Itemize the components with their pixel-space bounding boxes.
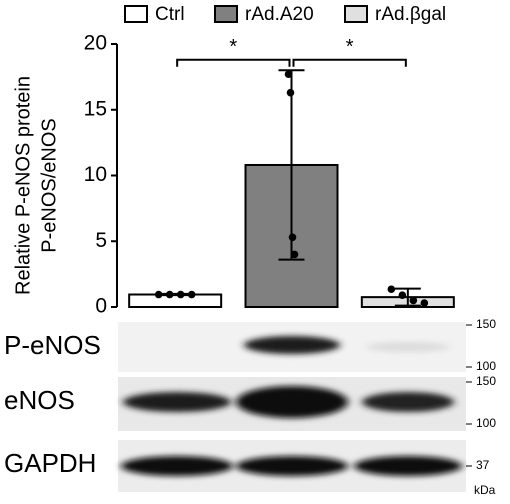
data-point: [176, 290, 185, 299]
legend-label: rAd.A20: [245, 4, 314, 25]
data-point: [420, 299, 429, 307]
legend-label: Ctrl: [155, 4, 185, 25]
band: [244, 336, 340, 354]
band: [236, 456, 348, 476]
significance-label: *: [229, 36, 237, 58]
band: [362, 392, 454, 412]
marker-label: 100: [476, 359, 496, 373]
y-tick-label: 10: [84, 163, 107, 186]
y-tick-label: 15: [84, 97, 107, 120]
band: [121, 456, 233, 476]
data-point: [187, 290, 196, 299]
data-point: [284, 70, 293, 79]
y-tick-label: 0: [95, 295, 107, 318]
data-point: [290, 250, 299, 259]
blot-label: GAPDH: [4, 448, 96, 478]
y-axis-label: P-eNOS/eNOS: [38, 118, 60, 252]
marker-label: 37: [476, 458, 490, 472]
band: [123, 392, 231, 412]
y-tick-label: 5: [95, 229, 107, 252]
band: [236, 386, 348, 418]
marker-label: 150: [476, 317, 496, 331]
legend-swatch: [344, 5, 368, 23]
significance-bracket: [292, 58, 407, 67]
blot-panels: [118, 322, 466, 492]
data-point: [286, 88, 295, 97]
blot-label: P-eNOS: [4, 330, 101, 360]
marker-unit: kDa: [474, 483, 496, 497]
legend-label: rAd.βgal: [375, 4, 446, 25]
bar: [128, 293, 223, 309]
data-point: [154, 290, 163, 299]
significance-bracket: [176, 58, 291, 67]
data-point: [165, 290, 174, 299]
marker-label: 100: [476, 416, 496, 430]
data-point: [387, 285, 396, 294]
y-tick-label: 20: [84, 32, 107, 55]
data-point: [398, 291, 407, 299]
y-axis-label: Relative P-eNOS protein: [12, 76, 34, 295]
legend-swatch: [124, 5, 148, 23]
band: [366, 342, 450, 352]
data-point: [409, 296, 418, 305]
blot-label: eNOS: [4, 385, 75, 415]
significance-label: *: [346, 36, 354, 58]
data-point: [288, 233, 297, 242]
legend-swatch: [214, 5, 238, 23]
marker-label: 150: [476, 374, 496, 388]
band: [354, 456, 462, 476]
